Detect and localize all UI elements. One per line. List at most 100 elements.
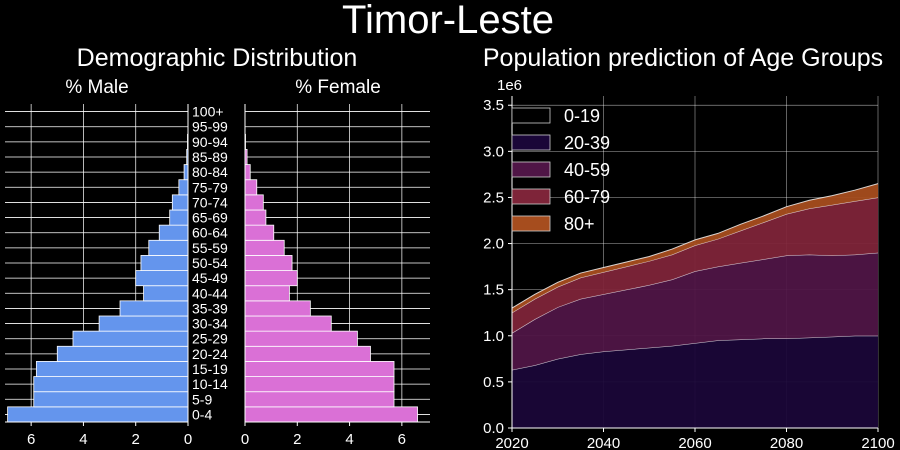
male-x-tick-label: 6: [27, 431, 35, 448]
age-label-10-14: 10-14: [192, 376, 228, 392]
area-x-tick-label: 2040: [587, 435, 620, 450]
male-bar-20-24: [56, 345, 189, 362]
area-y-tick-label: 3.0: [483, 143, 504, 160]
female-bar-70-74: [244, 194, 264, 211]
female-bar-35-39: [244, 300, 311, 317]
male-bar-30-34: [98, 315, 189, 332]
age-label-30-34: 30-34: [192, 316, 228, 332]
male-bar-80-84: [183, 164, 189, 181]
female-bar-20-24: [244, 345, 371, 362]
age-label-50-54: 50-54: [192, 255, 228, 271]
age-label-75-79: 75-79: [192, 179, 228, 195]
figure-title: Timor-Leste: [342, 0, 554, 42]
female-x-tick-label: 0: [241, 431, 249, 448]
age-label-65-69: 65-69: [192, 210, 228, 226]
male-x-tick-label: 0: [184, 431, 192, 448]
age-label-80-84: 80-84: [192, 164, 228, 180]
pyramid-female-title: % Female: [295, 77, 381, 98]
male-bar-55-59: [148, 239, 189, 256]
area-y-tick-label: 0.0: [483, 420, 504, 437]
age-label-15-19: 15-19: [192, 361, 228, 377]
age-label-45-49: 45-49: [192, 270, 228, 286]
male-bar-65-69: [169, 209, 189, 226]
male-bar-25-29: [72, 330, 189, 347]
pyramid-male-title: % Male: [65, 77, 128, 98]
population-area-chart: 2020 2040 2060 2080 2100 0.0 0.5 1.0 1.5 2.0 2.5 3.…: [483, 96, 895, 450]
age-label-100+: 100+: [192, 104, 224, 120]
male-bar-5-9: [33, 391, 189, 408]
male-bar-70-74: [171, 194, 189, 211]
male-bar-45-49: [135, 270, 189, 287]
area-series-80+: [512, 183, 878, 313]
area-title: Population prediction of Age Groups: [483, 44, 883, 72]
female-bar-45-49: [244, 270, 298, 287]
area-y-offset-label: 1e6: [497, 77, 522, 94]
female-bar-30-34: [244, 315, 332, 332]
female-bar-80-84: [244, 164, 251, 181]
female-bar-15-19: [244, 361, 395, 377]
area-y-tick-label: 3.5: [483, 97, 504, 114]
legend-swatch-80+: [511, 215, 551, 232]
female-bar-10-14: [244, 376, 395, 393]
area-y-tick-label: 1.0: [483, 328, 504, 345]
legend-swatch-40-59: [511, 161, 551, 178]
age-label-5-9: 5-9: [192, 391, 212, 407]
legend-label-20-39: 20-39: [564, 133, 610, 153]
female-bar-50-54: [244, 255, 293, 271]
legend-label-40-59: 40-59: [564, 160, 610, 180]
female-bar-25-29: [244, 330, 358, 347]
area-y-tick-label: 2.5: [483, 189, 504, 206]
age-label-20-24: 20-24: [192, 346, 228, 362]
area-line-80+: [511, 183, 879, 309]
age-label-55-59: 55-59: [192, 240, 228, 256]
area-x-tick-label: 2080: [770, 435, 803, 450]
legend-swatch-0-19: [511, 107, 551, 124]
female-x-tick-label: 2: [293, 431, 301, 448]
age-label-95-99: 95-99: [192, 119, 228, 135]
age-label-70-74: 70-74: [192, 194, 228, 210]
female-x-tick-label: 6: [398, 431, 406, 448]
age-label-90-94: 90-94: [192, 134, 228, 150]
male-x-tick-label: 4: [79, 431, 87, 448]
area-x-tick-label: 2100: [861, 435, 894, 450]
legend-swatch-20-39: [511, 134, 551, 151]
area-x-tick-label: 2020: [495, 435, 528, 450]
male-bar-40-44: [143, 285, 189, 302]
age-label-85-89: 85-89: [192, 149, 228, 165]
age-label-40-44: 40-44: [192, 285, 228, 301]
area-series-20-39: [512, 335, 878, 428]
area-y-tick-label: 1.5: [483, 282, 504, 299]
male-bar-0-4: [7, 406, 189, 423]
legend-label-80+: 80+: [564, 214, 595, 234]
female-bar-60-64: [244, 224, 275, 241]
female-bar-0-4: [244, 406, 418, 423]
male-bar-15-19: [35, 361, 189, 377]
age-label-35-39: 35-39: [192, 300, 228, 316]
female-bar-40-44: [244, 285, 290, 302]
area-series-40-59: [512, 252, 878, 370]
female-bar-55-59: [244, 239, 285, 256]
legend-swatch-60-79: [511, 188, 551, 205]
legend-label-0-19: 0-19: [564, 106, 600, 126]
legend-label-60-79: 60-79: [564, 187, 610, 207]
area-x-tick-label: 2060: [678, 435, 711, 450]
area-series-60-79: [512, 197, 878, 334]
male-bar-35-39: [119, 300, 189, 317]
male-bar-10-14: [33, 376, 189, 393]
female-x-tick-label: 4: [345, 431, 353, 448]
male-bar-60-64: [158, 224, 189, 241]
age-label-60-64: 60-64: [192, 225, 228, 241]
female-bar-75-79: [244, 179, 258, 196]
pyramid-title: Demographic Distribution: [77, 44, 358, 72]
area-y-tick-label: 0.5: [483, 374, 504, 391]
male-bar-50-54: [140, 255, 189, 271]
female-bar-65-69: [244, 209, 267, 226]
age-label-0-4: 0-4: [192, 406, 212, 422]
area-y-tick-label: 2.0: [483, 236, 504, 253]
age-label-25-29: 25-29: [192, 331, 228, 347]
male-x-tick-label: 2: [132, 431, 140, 448]
population-pyramid: 0-45-910-1415-1920-2425-2930-3435-3940-4…: [5, 104, 430, 448]
female-bar-5-9: [244, 391, 395, 408]
male-bar-75-79: [178, 179, 189, 196]
